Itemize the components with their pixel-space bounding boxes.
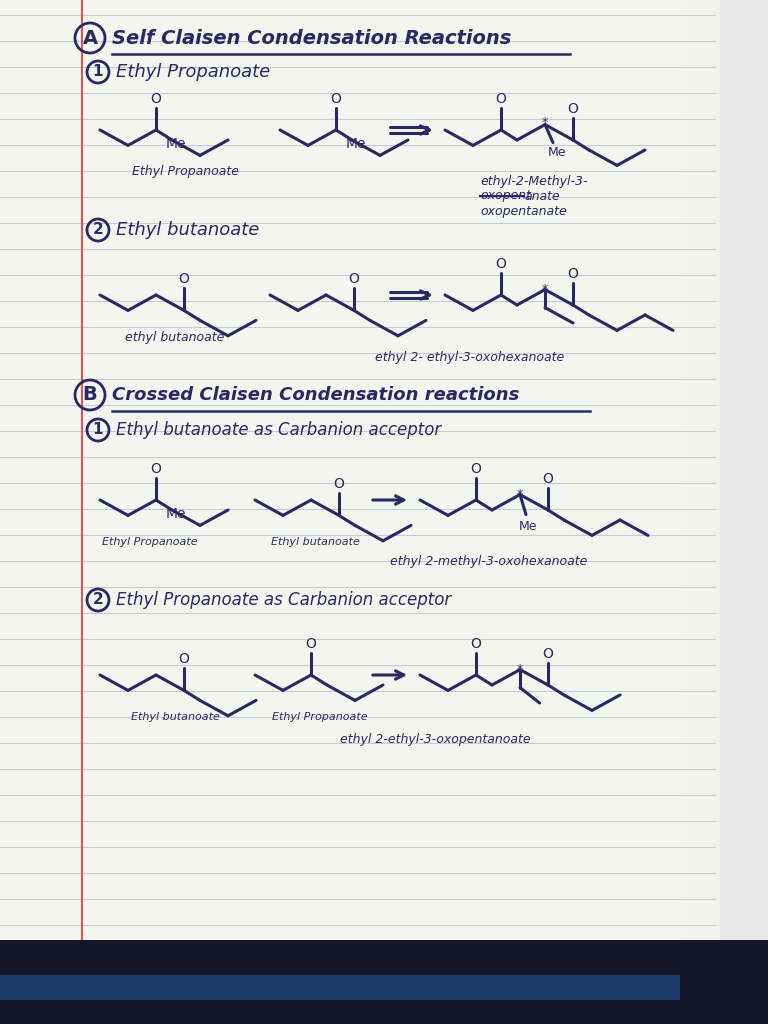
Bar [699, 0, 700, 940]
Bar [711, 0, 712, 940]
Bar [714, 0, 715, 940]
Text: Me: Me [346, 137, 366, 151]
Bar [700, 0, 701, 940]
Text: oxopent: oxopent [480, 189, 531, 203]
Bar [691, 0, 692, 940]
Bar [695, 0, 696, 940]
Text: O: O [179, 652, 190, 667]
Bar [698, 0, 699, 940]
Bar [704, 0, 705, 940]
Text: 1: 1 [93, 65, 103, 80]
Text: *: * [542, 116, 548, 129]
Bar [718, 0, 719, 940]
Bar [693, 0, 694, 940]
Text: ethyl-2-Methyl-3-: ethyl-2-Methyl-3- [480, 175, 588, 188]
Bar [682, 0, 683, 940]
Bar [712, 0, 713, 940]
Bar [719, 0, 720, 940]
Bar [684, 0, 685, 940]
Bar [694, 0, 695, 940]
Bar [688, 0, 689, 940]
Text: Ethyl Propanoate: Ethyl Propanoate [131, 166, 239, 178]
Text: O: O [306, 637, 316, 651]
Text: anate: anate [524, 189, 560, 203]
Bar [713, 0, 714, 940]
Text: Self Claisen Condensation Reactions: Self Claisen Condensation Reactions [112, 29, 511, 47]
Text: Ethyl butanoate: Ethyl butanoate [131, 712, 220, 722]
Bar [717, 0, 718, 940]
Text: B: B [83, 385, 98, 404]
Text: O: O [542, 472, 554, 486]
Bar [680, 0, 681, 940]
Bar [683, 0, 684, 940]
Text: ethyl 2-methyl-3-oxohexanoate: ethyl 2-methyl-3-oxohexanoate [390, 555, 588, 568]
Text: O: O [568, 102, 578, 116]
Text: Crossed Claisen Condensation reactions: Crossed Claisen Condensation reactions [112, 386, 519, 404]
Text: O: O [333, 477, 344, 492]
Text: 2: 2 [93, 593, 104, 607]
Text: O: O [542, 647, 554, 662]
Bar [696, 0, 697, 940]
Text: ethyl butanoate: ethyl butanoate [125, 331, 225, 343]
Text: O: O [330, 92, 342, 106]
Bar [710, 0, 711, 940]
Text: ethyl 2- ethyl-3-oxohexanoate: ethyl 2- ethyl-3-oxohexanoate [375, 350, 564, 364]
Text: ethyl 2-ethyl-3-oxopentanoate: ethyl 2-ethyl-3-oxopentanoate [340, 733, 531, 746]
Text: Ethyl butanoate: Ethyl butanoate [116, 221, 260, 239]
Bar [706, 0, 707, 940]
Bar [716, 0, 717, 940]
Bar [715, 0, 716, 940]
Text: O: O [471, 462, 482, 476]
Text: O: O [495, 92, 506, 106]
Text: *: * [517, 488, 523, 501]
Bar [685, 0, 686, 940]
Bar [681, 0, 682, 940]
Text: 1: 1 [93, 423, 103, 437]
Bar [707, 0, 708, 940]
Bar [701, 0, 702, 940]
Text: O: O [151, 92, 161, 106]
Text: 2: 2 [93, 222, 104, 238]
Text: O: O [179, 272, 190, 287]
Text: Ethyl butanoate as Carbanion acceptor: Ethyl butanoate as Carbanion acceptor [116, 421, 442, 439]
Text: Me: Me [166, 137, 187, 151]
Text: Ethyl Propanoate as Carbanion acceptor: Ethyl Propanoate as Carbanion acceptor [116, 591, 452, 609]
Bar [703, 0, 704, 940]
Text: Me: Me [548, 146, 566, 159]
Text: oxopentanate: oxopentanate [480, 206, 567, 218]
Text: O: O [151, 462, 161, 476]
Text: Me: Me [166, 507, 187, 521]
Bar [697, 0, 698, 940]
Bar [705, 0, 706, 940]
Text: *: * [542, 283, 548, 296]
Text: O: O [471, 637, 482, 651]
Bar [692, 0, 693, 940]
Bar [709, 0, 710, 940]
Bar [0, 940, 768, 1024]
Text: Ethyl Propanoate: Ethyl Propanoate [272, 712, 368, 722]
Bar [708, 0, 709, 940]
Bar [686, 0, 687, 940]
Text: Me: Me [518, 520, 538, 534]
Text: Ethyl butanoate: Ethyl butanoate [270, 537, 359, 547]
Text: A: A [82, 29, 98, 47]
Text: Ethyl Propanoate: Ethyl Propanoate [102, 537, 198, 547]
Bar [690, 0, 691, 940]
Bar [687, 0, 688, 940]
Text: O: O [495, 257, 506, 271]
Text: Ethyl Propanoate: Ethyl Propanoate [116, 63, 270, 81]
Text: O: O [568, 267, 578, 281]
Text: O: O [349, 272, 359, 287]
Bar [689, 0, 690, 940]
Bar [702, 0, 703, 940]
Bar [0, 975, 680, 1000]
Text: *: * [517, 664, 523, 676]
